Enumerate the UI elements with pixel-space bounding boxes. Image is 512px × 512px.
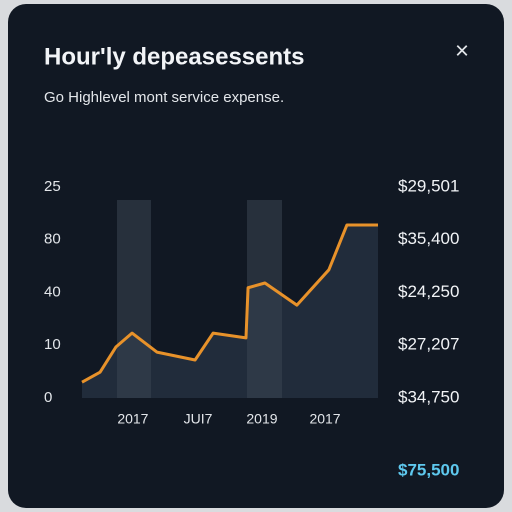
subtitle: Go Highlevel mont service expense.	[44, 89, 284, 106]
y2-tick-label: $27,207	[398, 335, 459, 354]
x-tick-label: 2017	[117, 411, 148, 427]
y-tick-label: 10	[44, 336, 61, 353]
area	[82, 224, 378, 398]
total-value: $75,500	[398, 460, 459, 479]
x-tick-label: 2017	[309, 411, 340, 427]
y2-tick-label: $24,250	[398, 282, 459, 301]
x-tick-label: 2019	[246, 411, 277, 427]
highlight-band	[247, 200, 282, 398]
y-tick-label: 80	[44, 231, 61, 248]
y2-tick-label: $35,400	[398, 229, 459, 248]
close-button[interactable]: ×	[455, 37, 469, 64]
line	[81, 223, 378, 384]
y-tick-label: 0	[44, 389, 52, 406]
y-tick-label: 40	[44, 283, 61, 300]
y-tick-label: 25	[44, 178, 61, 195]
title: Hour'ly depeasessents	[44, 43, 304, 70]
highlight-band	[117, 200, 151, 398]
plot	[81, 200, 378, 398]
y2-tick-label: $34,750	[398, 387, 459, 406]
y2-tick-label: $29,501	[398, 176, 459, 195]
x-tick-label: JUI7	[184, 411, 213, 427]
